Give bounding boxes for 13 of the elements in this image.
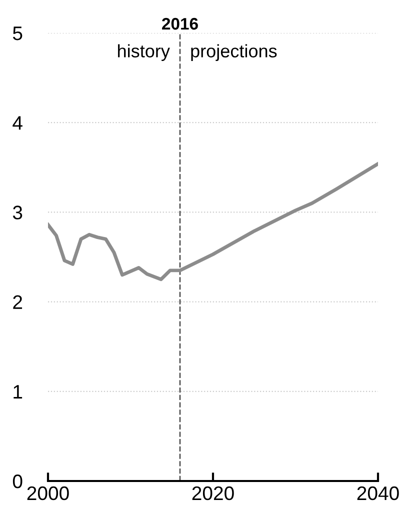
x-tick-label: 2040 (357, 486, 399, 500)
annotation: projections (191, 44, 277, 62)
x-tick-label: 2020 (192, 486, 234, 500)
y-tick-label: 3 (12, 206, 22, 220)
annotation: history (118, 44, 170, 62)
ref-line-label: 2016 (162, 18, 198, 30)
line-series (48, 162, 378, 282)
y-tick-label: 1 (14, 385, 22, 398)
y-tick-label: 0 (12, 474, 22, 488)
y-tick-label: 2 (13, 295, 22, 309)
x-tick-label: 2000 (27, 486, 69, 500)
y-tick-label: 5 (12, 26, 22, 40)
y-tick-label: 4 (12, 116, 22, 130)
